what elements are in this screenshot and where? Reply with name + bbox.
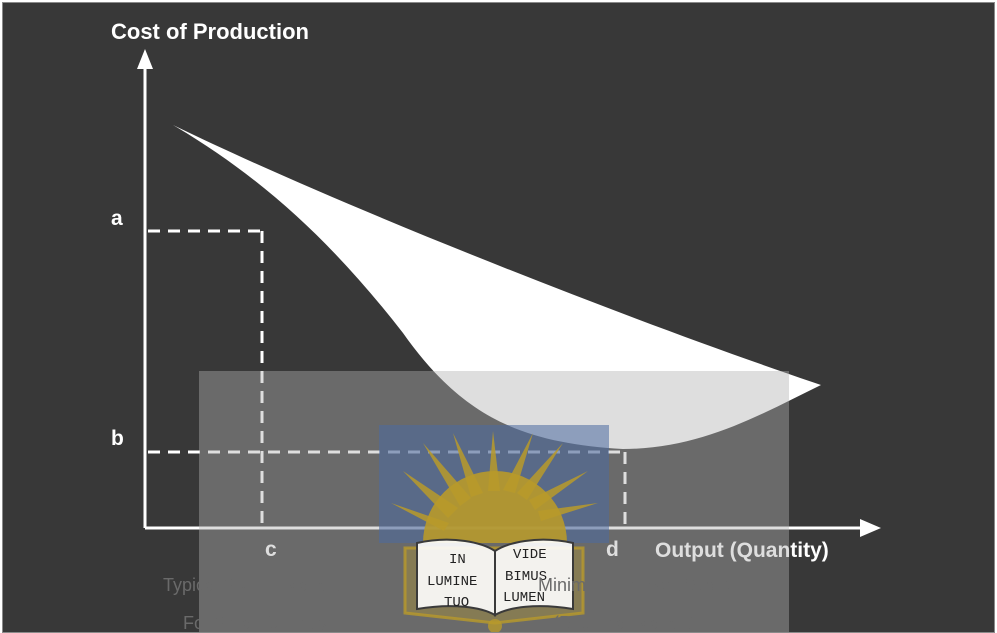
crest-text-right-2: BIMUS bbox=[505, 569, 547, 585]
crest-text-left-2: LUMINE bbox=[427, 574, 477, 590]
y-tick-label-a: a bbox=[111, 207, 123, 230]
y-tick-label-b: b bbox=[111, 427, 124, 450]
cost-chart: Cost of Production Output (Quantity) a b… bbox=[111, 19, 881, 632]
university-crest-watermark: IN LUMINE TUO VIDE BIMUS LUMEN bbox=[379, 425, 609, 632]
caption-left-line1: Typical Size of Market bbox=[163, 575, 339, 595]
crest-text-right-3: LUMEN bbox=[503, 590, 545, 606]
x-axis-arrow bbox=[860, 519, 881, 537]
caption-right-line2: (Regional Market) bbox=[553, 613, 696, 632]
y-axis-arrow bbox=[137, 49, 153, 69]
cost-curve-area bbox=[173, 125, 821, 449]
caption-left-line2: For Small Country bbox=[183, 613, 328, 632]
y-axis-title: Cost of Production bbox=[111, 19, 309, 44]
crest-text-left-3: TUO bbox=[444, 595, 469, 611]
x-axis-title: Output (Quantity) bbox=[655, 539, 829, 562]
crest-text-right-1: VIDE bbox=[513, 547, 547, 563]
guides-a-c bbox=[148, 229, 264, 528]
x-tick-label-c: c bbox=[265, 538, 277, 561]
x-tick-label-d: d bbox=[606, 538, 619, 561]
caption-right-line1: Minimum Efficient Scale bbox=[538, 575, 730, 595]
crest-text-left-1: IN bbox=[449, 552, 466, 568]
guides-b-d bbox=[148, 450, 627, 528]
